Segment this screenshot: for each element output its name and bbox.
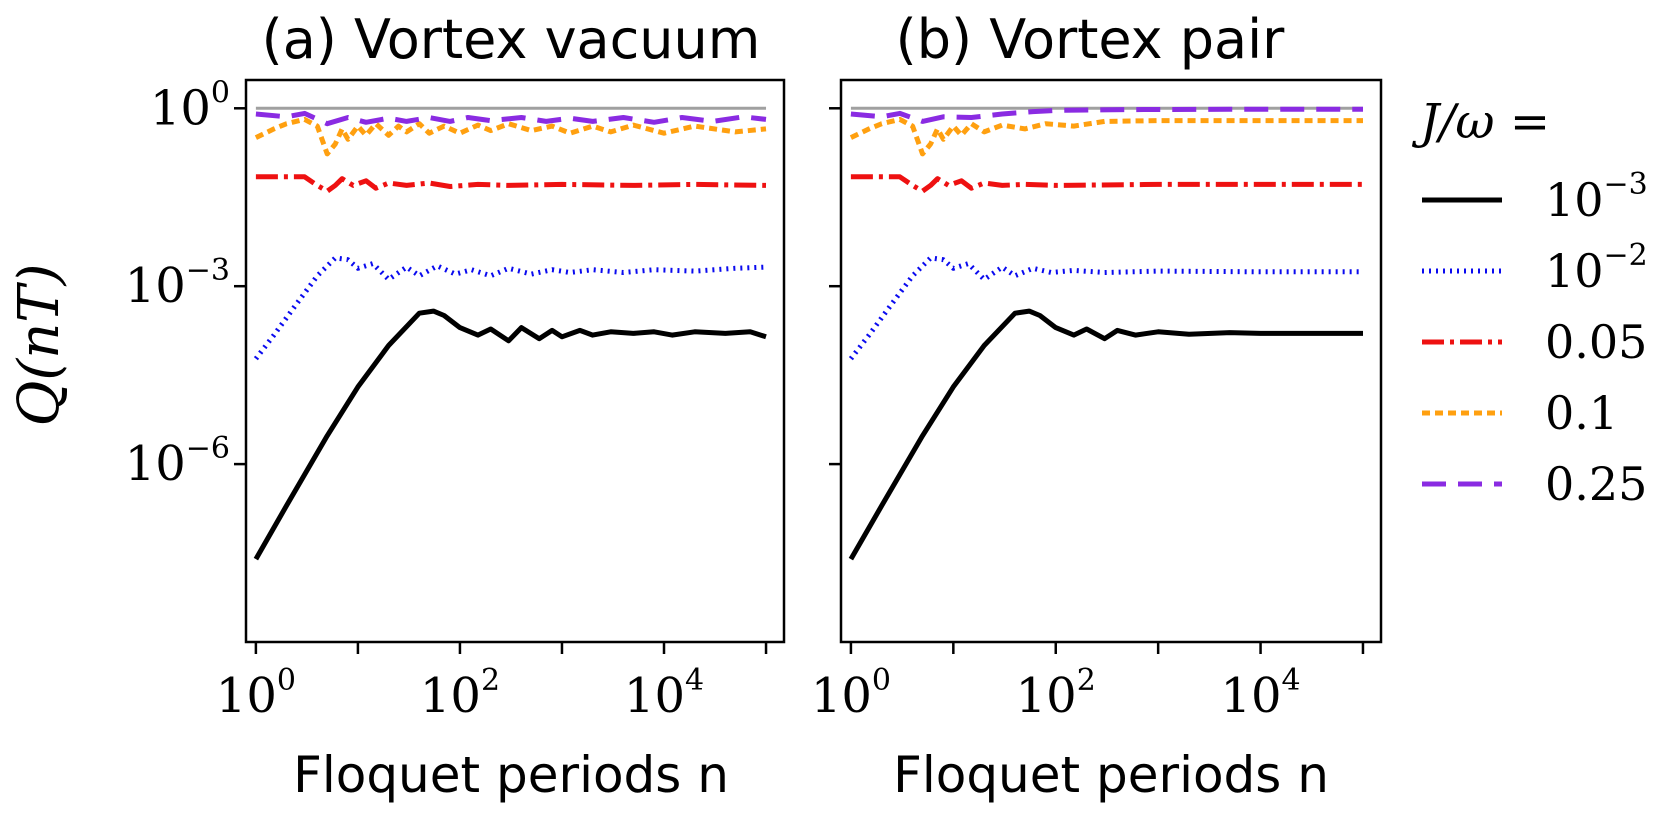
panel-b-x-ticks: 100 102 104 <box>811 642 1365 724</box>
x-tick-label: 104 <box>624 663 704 724</box>
x-tick-label: 102 <box>1016 663 1096 724</box>
panel-a-x-ticks: 100 102 104 <box>216 642 768 724</box>
legend-label-s2: 10−2 <box>1545 238 1648 298</box>
panel-a-title: (a) Vortex vacuum <box>262 8 761 71</box>
series-line-s5 <box>255 110 767 127</box>
panel-b-title: (b) Vortex pair <box>896 8 1286 71</box>
y-axis-label: Q(nT) <box>7 263 72 426</box>
series-line-s4 <box>254 116 767 157</box>
legend-label-s4: 0.1 <box>1545 386 1618 440</box>
y-tick-label: 100 <box>150 75 230 136</box>
panel-b-frame <box>839 78 1383 644</box>
panel-b: (b) Vortex pair Floquet periods n 100 102… <box>811 8 1383 804</box>
series-line-s3 <box>255 174 767 194</box>
series-line-s5 <box>850 106 1363 124</box>
series-line-s2 <box>848 255 1363 361</box>
x-tick-label: 104 <box>1220 663 1300 724</box>
panel-a-y-ticks: 100 10−3 10−6 <box>125 75 246 492</box>
x-tick-label: 100 <box>811 663 891 724</box>
legend-label-s3: 0.05 <box>1545 315 1647 369</box>
x-tick-label: 100 <box>216 663 296 724</box>
series-line-s3 <box>850 174 1363 194</box>
panel-b-x-axis-label: Floquet periods n <box>893 746 1329 804</box>
legend: J/ω = 10−3 10−2 0.05 0.1 0.25 <box>1411 94 1648 511</box>
series-line-s4 <box>849 116 1363 157</box>
series-line-s1 <box>253 308 767 561</box>
series-line-s2 <box>253 255 767 361</box>
panel-a-frame <box>244 78 786 644</box>
panel-b-y-ticks <box>829 107 841 466</box>
y-tick-label: 10−6 <box>125 431 230 492</box>
x-tick-label: 102 <box>420 663 500 724</box>
panel-b-plot-area <box>848 106 1363 561</box>
series-line-s1 <box>848 308 1363 561</box>
panel-a-x-axis-label: Floquet periods n <box>293 746 729 804</box>
panel-a: (a) Vortex vacuum Floquet periods n 100 1… <box>125 8 786 804</box>
legend-label-s5: 0.25 <box>1545 457 1647 511</box>
panel-a-plot-area <box>253 106 767 561</box>
y-tick-label: 10−3 <box>125 253 230 314</box>
legend-title: J/ω = <box>1411 94 1550 150</box>
legend-label-s1: 10−3 <box>1545 167 1648 227</box>
